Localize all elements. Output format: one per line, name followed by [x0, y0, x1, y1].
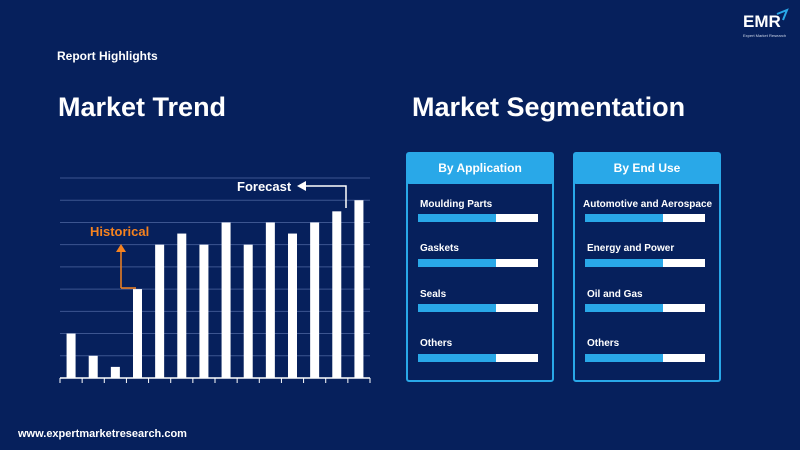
segment-label: Others [420, 338, 453, 349]
segment-label: Moulding Parts [420, 199, 493, 210]
chart-bars [66, 200, 364, 378]
chart-bar-3 [110, 366, 120, 378]
segment-bar-fill [418, 214, 496, 222]
forecast-label: Forecast [237, 179, 292, 194]
market-segmentation-title: Market Segmentation [412, 92, 686, 122]
chart-bar-5 [155, 244, 165, 378]
segment-label: Energy and Power [587, 243, 675, 254]
chart-bar-13 [332, 211, 342, 378]
segment-bar [418, 354, 538, 362]
segment-bar [585, 304, 705, 312]
segment-bar-fill [418, 259, 496, 267]
chart-bar-7 [199, 244, 209, 378]
chart-bar-4 [133, 289, 142, 378]
chart-bar-1 [66, 333, 76, 378]
chart-bar-12 [310, 222, 320, 378]
chart-bar-10 [265, 222, 275, 378]
chart-bar-8 [221, 222, 231, 378]
forecast-arrow-icon [297, 181, 306, 191]
segment-bar [418, 304, 538, 312]
segment-bar [585, 214, 705, 222]
segment-bar [585, 354, 705, 362]
historical-label: Historical [90, 224, 149, 239]
emr-logo: EMR Expert Market Research [733, 8, 791, 44]
forecast-arrow-line [304, 185, 347, 208]
segment-label: Gaskets [420, 243, 459, 254]
chart-bar-2 [88, 355, 98, 378]
segment-bar-fill [418, 304, 496, 312]
by-end-use-heading: By End Use [573, 152, 721, 184]
by-application-heading: By Application [406, 152, 554, 184]
segment-label: Seals [420, 289, 447, 300]
segment-label: Others [587, 338, 620, 349]
chart-bar-6 [177, 233, 187, 378]
market-trend-title: Market Trend [58, 92, 227, 122]
segment-bar [418, 259, 538, 267]
segment-bar-fill [585, 354, 663, 362]
report-highlights-label: Report Highlights [57, 49, 158, 63]
chart-bar-9 [243, 244, 253, 378]
chart-bar-11 [288, 233, 297, 378]
chart-x-ticks [59, 378, 371, 383]
segment-bar [418, 214, 538, 222]
logo-mark-icon [776, 8, 789, 21]
chart-gridlines [60, 177, 370, 379]
segment-label: Oil and Gas [587, 289, 643, 300]
segment-bar-fill [585, 259, 663, 267]
segment-bar-fill [585, 304, 663, 312]
logo-tagline: Expert Market Research [743, 33, 787, 38]
historical-arrow-icon [116, 244, 126, 252]
website-url[interactable]: www.expertmarketresearch.com [18, 428, 187, 440]
chart-bar-14 [354, 200, 364, 378]
segment-bar [585, 259, 705, 267]
segment-bar-fill [418, 354, 496, 362]
segment-label: Automotive and Aerospace [583, 199, 713, 210]
logo-text: EMR [743, 12, 781, 31]
segment-bar-fill [585, 214, 663, 222]
